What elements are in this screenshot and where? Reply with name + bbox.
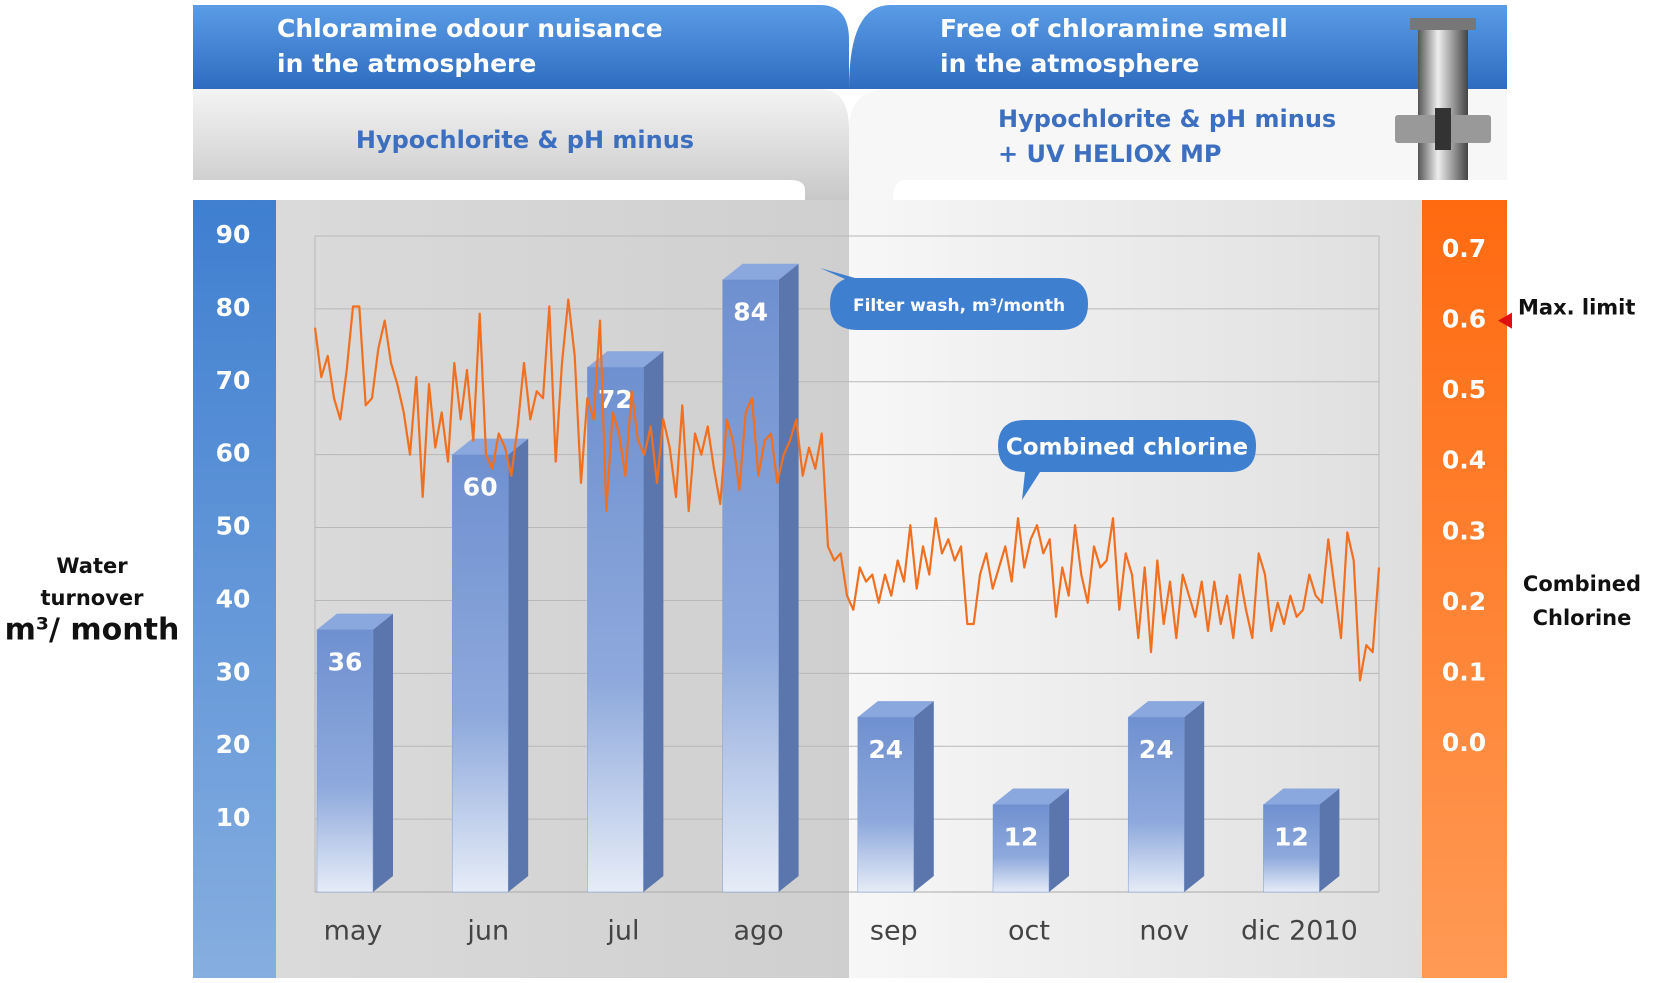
x-tick-label: nov [1139, 916, 1189, 947]
value-label: 24 [1139, 735, 1174, 764]
bar [992, 804, 1050, 893]
y2-axis-title: Combined [1523, 572, 1641, 596]
y-axis-title: turnover [40, 586, 144, 610]
y2-tick-label: 0.7 [1442, 234, 1486, 263]
y2-tick-label: 0.2 [1442, 587, 1486, 616]
bar-top [722, 263, 799, 280]
limit-marker [1498, 312, 1512, 329]
bar-side [778, 263, 799, 892]
y2-tick-label: 0.4 [1442, 446, 1486, 475]
left-sub-banner [193, 89, 849, 200]
y-tick-label: 70 [216, 366, 251, 395]
bar-side [1049, 788, 1069, 892]
right-sub-banner [849, 89, 1507, 200]
header-text: + UV HELIOX MP [998, 140, 1221, 168]
y-axis-title: Water [56, 554, 128, 578]
legend-label: Filter wash, m³/month [853, 296, 1065, 316]
x-tick-label: jun [466, 916, 509, 947]
legend-callout [998, 420, 1256, 500]
bar [857, 716, 915, 893]
x-tick-label: dic 2010 [1241, 916, 1358, 947]
bar-side [1319, 788, 1340, 892]
bar-top [993, 788, 1069, 805]
value-label: 60 [463, 473, 498, 502]
bar-top [317, 613, 393, 630]
y-axis-title: m³/ month [5, 613, 180, 648]
header-text: in the atmosphere [940, 49, 1199, 78]
value-label: 84 [733, 298, 768, 327]
bar [451, 454, 509, 893]
y-tick-label: 50 [216, 512, 251, 541]
line [313, 298, 1381, 682]
bar-side [913, 701, 934, 892]
y-tick-label: 80 [216, 293, 251, 322]
x-tick-label: jul [606, 916, 639, 947]
bar-top [1128, 701, 1205, 718]
legend-label: Combined chlorine [1006, 435, 1248, 461]
value-label: 12 [1004, 823, 1039, 852]
uv-device-icon [1395, 18, 1491, 180]
bar-top [857, 701, 934, 718]
header-text: Chloramine odour nuisance [277, 14, 663, 43]
y-tick-label: 20 [216, 730, 251, 759]
y2-axis-title: Chlorine [1533, 606, 1632, 630]
y-tick-label: 40 [216, 584, 251, 613]
value-label: 24 [868, 735, 903, 764]
value-label: 12 [1274, 823, 1309, 852]
header-text: Hypochlorite & pH minus [998, 105, 1336, 133]
bar [1127, 716, 1185, 893]
x-tick-label: may [324, 916, 383, 947]
y-tick-label: 10 [216, 803, 251, 832]
right-banner [849, 5, 1507, 89]
y2-tick-label: 0.1 [1442, 657, 1486, 686]
bar [722, 279, 779, 893]
y-tick-label: 30 [216, 657, 251, 686]
bar-side [373, 613, 393, 892]
bar-side [1184, 701, 1205, 892]
header-text: in the atmosphere [277, 49, 536, 78]
bar [316, 629, 374, 893]
bar-side [643, 351, 664, 892]
annotation: Max. limit [1518, 296, 1635, 320]
legend-callout [820, 268, 1088, 330]
y2-tick-label: 0.5 [1442, 375, 1486, 404]
y2-tick-label: 0.6 [1442, 305, 1486, 334]
x-tick-label: oct [1008, 916, 1050, 947]
y2-tick-label: 0.3 [1442, 516, 1486, 545]
y-tick-label: 60 [216, 439, 251, 468]
header-text: Hypochlorite & pH minus [356, 126, 694, 154]
header-text: Free of chloramine smell [940, 14, 1288, 43]
right-axis-band [1422, 200, 1507, 978]
bar [1263, 804, 1320, 893]
y2-tick-label: 0.0 [1442, 728, 1486, 757]
left-axis-band [193, 200, 276, 978]
bar-top [452, 438, 529, 455]
left-banner [193, 5, 849, 89]
bar-top [1263, 788, 1340, 805]
bar [587, 366, 644, 893]
y-tick-label: 90 [216, 220, 251, 249]
value-label: 36 [328, 648, 363, 677]
x-tick-label: ago [733, 916, 783, 947]
bar-side [508, 438, 529, 892]
bar-top [587, 351, 664, 368]
x-tick-label: sep [870, 916, 918, 947]
